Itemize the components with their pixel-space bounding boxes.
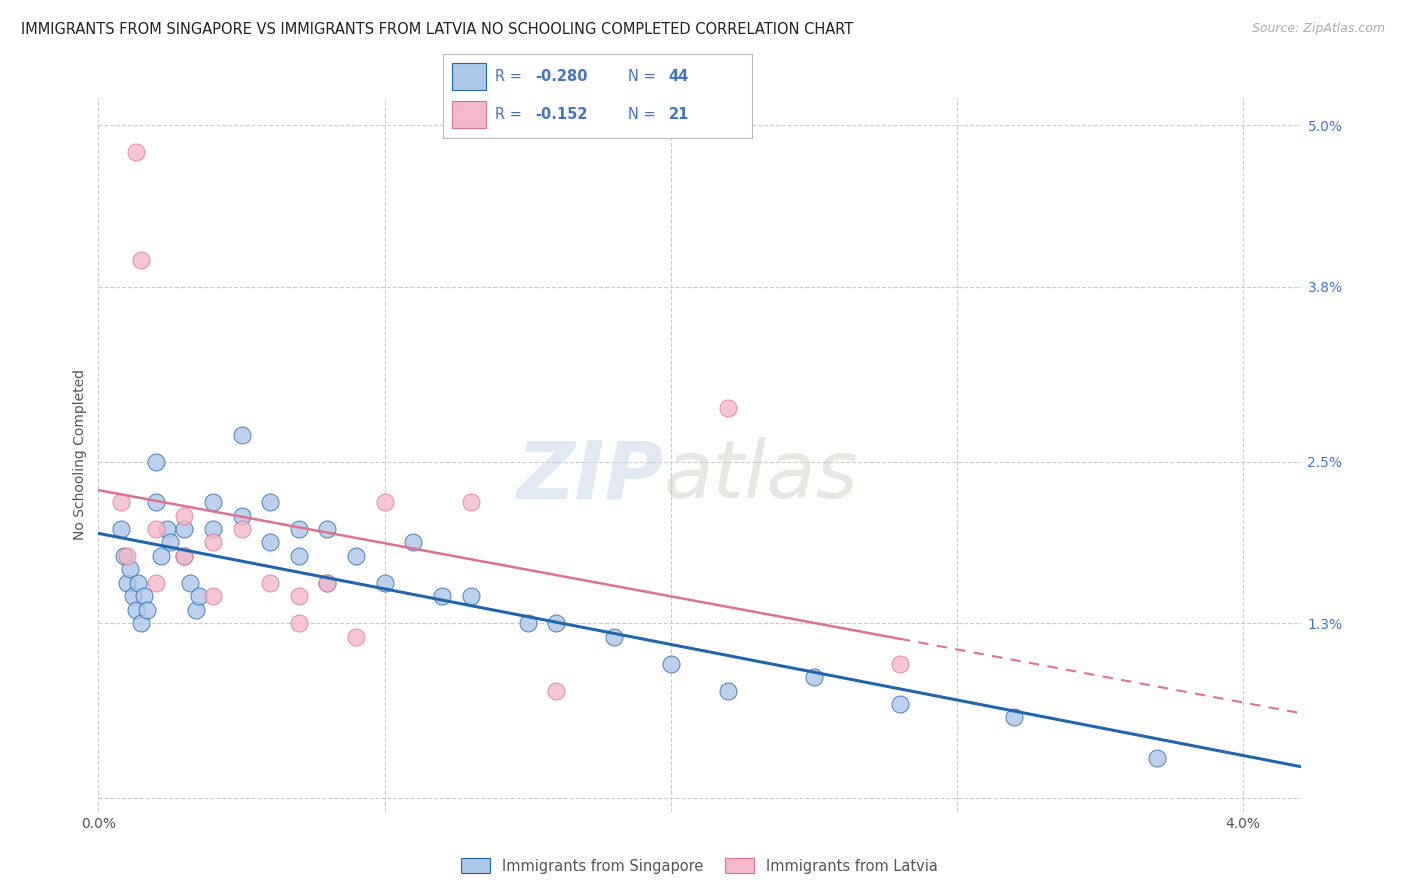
- Point: [145, 495, 167, 509]
- Bar: [453, 62, 486, 90]
- Legend: Immigrants from Singapore, Immigrants from Latvia: Immigrants from Singapore, Immigrants fr…: [456, 852, 943, 880]
- Point: [460, 589, 482, 603]
- Point: [179, 575, 201, 590]
- Point: [128, 575, 150, 590]
- Point: [344, 549, 367, 563]
- Text: R =: R =: [495, 69, 527, 84]
- Point: [659, 657, 682, 671]
- Point: [201, 495, 224, 509]
- Point: [460, 495, 482, 509]
- Point: [156, 522, 179, 536]
- Text: -0.152: -0.152: [536, 107, 588, 122]
- Point: [159, 535, 181, 549]
- Point: [287, 616, 309, 631]
- Point: [110, 522, 132, 536]
- Text: IMMIGRANTS FROM SINGAPORE VS IMMIGRANTS FROM LATVIA NO SCHOOLING COMPLETED CORRE: IMMIGRANTS FROM SINGAPORE VS IMMIGRANTS …: [21, 22, 853, 37]
- Point: [136, 603, 159, 617]
- Point: [110, 495, 132, 509]
- Point: [344, 630, 367, 644]
- Text: -0.280: -0.280: [536, 69, 588, 84]
- Point: [430, 589, 453, 603]
- Point: [201, 522, 224, 536]
- Point: [145, 455, 167, 469]
- Point: [374, 495, 396, 509]
- Point: [134, 589, 156, 603]
- Text: Source: ZipAtlas.com: Source: ZipAtlas.com: [1251, 22, 1385, 36]
- Point: [402, 535, 425, 549]
- Point: [316, 522, 339, 536]
- Point: [173, 549, 195, 563]
- Point: [145, 522, 167, 536]
- Point: [516, 616, 538, 631]
- Text: 44: 44: [669, 69, 689, 84]
- Point: [124, 603, 146, 617]
- Point: [201, 589, 224, 603]
- Point: [602, 630, 624, 644]
- Text: atlas: atlas: [664, 437, 858, 516]
- Point: [121, 589, 143, 603]
- Point: [316, 575, 339, 590]
- Point: [287, 522, 309, 536]
- Point: [231, 522, 253, 536]
- Point: [173, 549, 195, 563]
- Point: [173, 522, 195, 536]
- Text: N =: N =: [628, 107, 661, 122]
- Point: [889, 657, 911, 671]
- Point: [231, 427, 253, 442]
- Point: [150, 549, 173, 563]
- Point: [374, 575, 396, 590]
- Point: [259, 535, 281, 549]
- Point: [1002, 710, 1025, 724]
- Point: [316, 575, 339, 590]
- Point: [173, 508, 195, 523]
- Point: [112, 549, 135, 563]
- Point: [201, 535, 224, 549]
- Point: [259, 495, 281, 509]
- Point: [231, 508, 253, 523]
- Bar: [453, 101, 486, 128]
- Point: [717, 683, 740, 698]
- Text: 21: 21: [669, 107, 689, 122]
- Point: [184, 603, 207, 617]
- Point: [259, 575, 281, 590]
- Y-axis label: No Schooling Completed: No Schooling Completed: [73, 369, 87, 541]
- Point: [131, 252, 153, 267]
- Point: [546, 616, 568, 631]
- Point: [717, 401, 740, 415]
- Point: [115, 549, 138, 563]
- Point: [187, 589, 209, 603]
- Point: [803, 670, 825, 684]
- Point: [287, 549, 309, 563]
- Point: [124, 145, 146, 159]
- Point: [115, 575, 138, 590]
- Point: [287, 589, 309, 603]
- Point: [145, 575, 167, 590]
- Point: [546, 683, 568, 698]
- Text: ZIP: ZIP: [516, 437, 664, 516]
- Text: R =: R =: [495, 107, 527, 122]
- Point: [118, 562, 141, 576]
- Point: [1146, 751, 1168, 765]
- Text: N =: N =: [628, 69, 661, 84]
- Point: [131, 616, 153, 631]
- Point: [889, 697, 911, 711]
